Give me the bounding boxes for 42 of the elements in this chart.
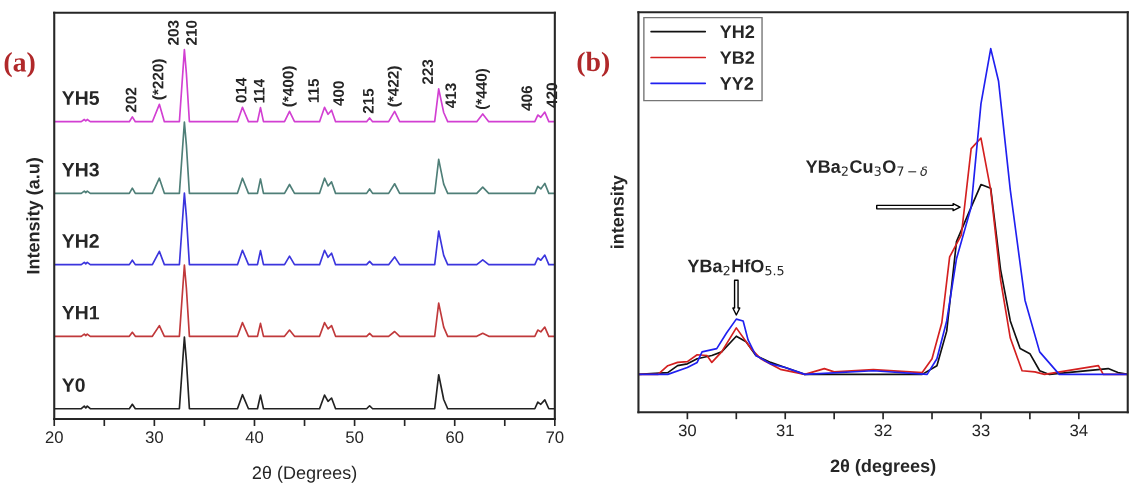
annotation: 406 bbox=[521, 85, 533, 111]
annotation: 210 bbox=[186, 20, 197, 45]
annotation: (*422) bbox=[387, 66, 402, 107]
annotation: 203 bbox=[167, 20, 179, 45]
y-axis-title: intensity bbox=[610, 175, 628, 249]
annotation: 413 bbox=[445, 83, 457, 109]
x-tick-label: 34 bbox=[1070, 424, 1088, 437]
series-label: YH1 bbox=[62, 305, 100, 320]
legend-label: YH2 bbox=[720, 25, 755, 38]
annotation: YBa$_{2}$Cu$_{3}$O$_{7−δ}$ bbox=[805, 160, 928, 176]
annotation: (*400) bbox=[282, 66, 297, 107]
annotation: 223 bbox=[422, 59, 434, 85]
annotation: 215 bbox=[362, 88, 374, 114]
legend-label: YY2 bbox=[720, 77, 754, 90]
annotation: YBa$_{2}$HfO$_{5.5}$ bbox=[687, 259, 784, 276]
annotation: 202 bbox=[125, 87, 137, 113]
series-label: YH3 bbox=[62, 162, 99, 177]
x-tick-label: 20 bbox=[45, 431, 63, 444]
x-axis-title: 2θ (Degrees) bbox=[252, 465, 357, 483]
x-tick-label: 31 bbox=[776, 424, 794, 437]
series-label: YH2 bbox=[62, 234, 99, 248]
x-tick-label: 30 bbox=[678, 424, 696, 437]
annotation: 014 bbox=[235, 77, 247, 103]
y-axis-title: Intensity (a.u) bbox=[26, 158, 44, 274]
x-tick-label: 32 bbox=[874, 424, 892, 437]
annotation: 115 bbox=[308, 78, 319, 103]
series-label: Y0 bbox=[62, 378, 85, 392]
x-tick-label: 60 bbox=[446, 431, 464, 444]
x-tick-label: 33 bbox=[972, 424, 990, 437]
x-axis-title: 2θ (degrees) bbox=[830, 459, 936, 476]
text: (a) bbox=[4, 52, 35, 78]
annotation: (*220) bbox=[152, 59, 167, 100]
series-label: YH5 bbox=[62, 91, 100, 105]
x-tick-label: 40 bbox=[245, 431, 264, 444]
legend-label: YB2 bbox=[720, 51, 755, 64]
x-tick-label: 30 bbox=[145, 431, 163, 444]
annotation: 114 bbox=[253, 78, 265, 103]
annotation: 400 bbox=[333, 81, 344, 106]
text: (b) bbox=[577, 51, 610, 77]
x-tick-label: 50 bbox=[345, 431, 364, 444]
annotation: (*440) bbox=[475, 68, 490, 110]
x-tick-label: 70 bbox=[546, 431, 564, 444]
